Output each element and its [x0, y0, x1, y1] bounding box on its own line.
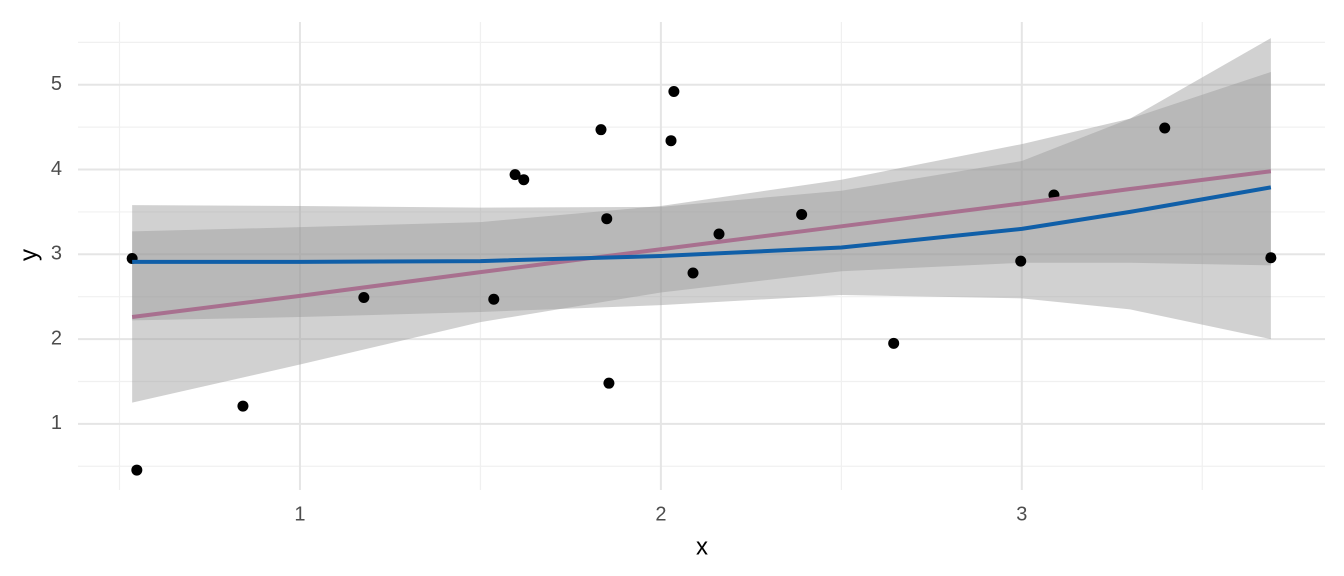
- point: [713, 228, 725, 240]
- y-tick-label: 5: [51, 73, 62, 95]
- point: [595, 124, 607, 136]
- fit-line: [131, 169, 1272, 320]
- confidence-band: [132, 72, 1271, 403]
- point: [1265, 252, 1277, 264]
- point: [518, 174, 530, 186]
- point: [665, 135, 677, 147]
- y-tick-label: 3: [51, 243, 62, 265]
- point: [1159, 122, 1171, 134]
- x-tick-label: 3: [1016, 503, 1027, 525]
- x-axis-title: x: [696, 533, 708, 560]
- point: [888, 337, 900, 349]
- point: [796, 208, 808, 220]
- y-tick-label: 2: [51, 327, 62, 349]
- point: [601, 213, 613, 225]
- y-axis-title: y: [15, 249, 42, 261]
- point: [509, 169, 521, 181]
- y-tick-label: 1: [51, 412, 62, 434]
- point: [237, 400, 249, 412]
- point: [1015, 255, 1027, 267]
- fit-line: [132, 185, 1272, 264]
- y-tick-label: 4: [51, 158, 62, 180]
- point: [488, 293, 500, 305]
- point: [668, 86, 680, 98]
- confidence-band: [132, 38, 1271, 340]
- point: [131, 464, 143, 476]
- x-tick-label: 2: [655, 503, 666, 525]
- point: [687, 267, 699, 279]
- x-tick-label: 1: [294, 503, 305, 525]
- point: [603, 377, 615, 389]
- point: [358, 292, 370, 304]
